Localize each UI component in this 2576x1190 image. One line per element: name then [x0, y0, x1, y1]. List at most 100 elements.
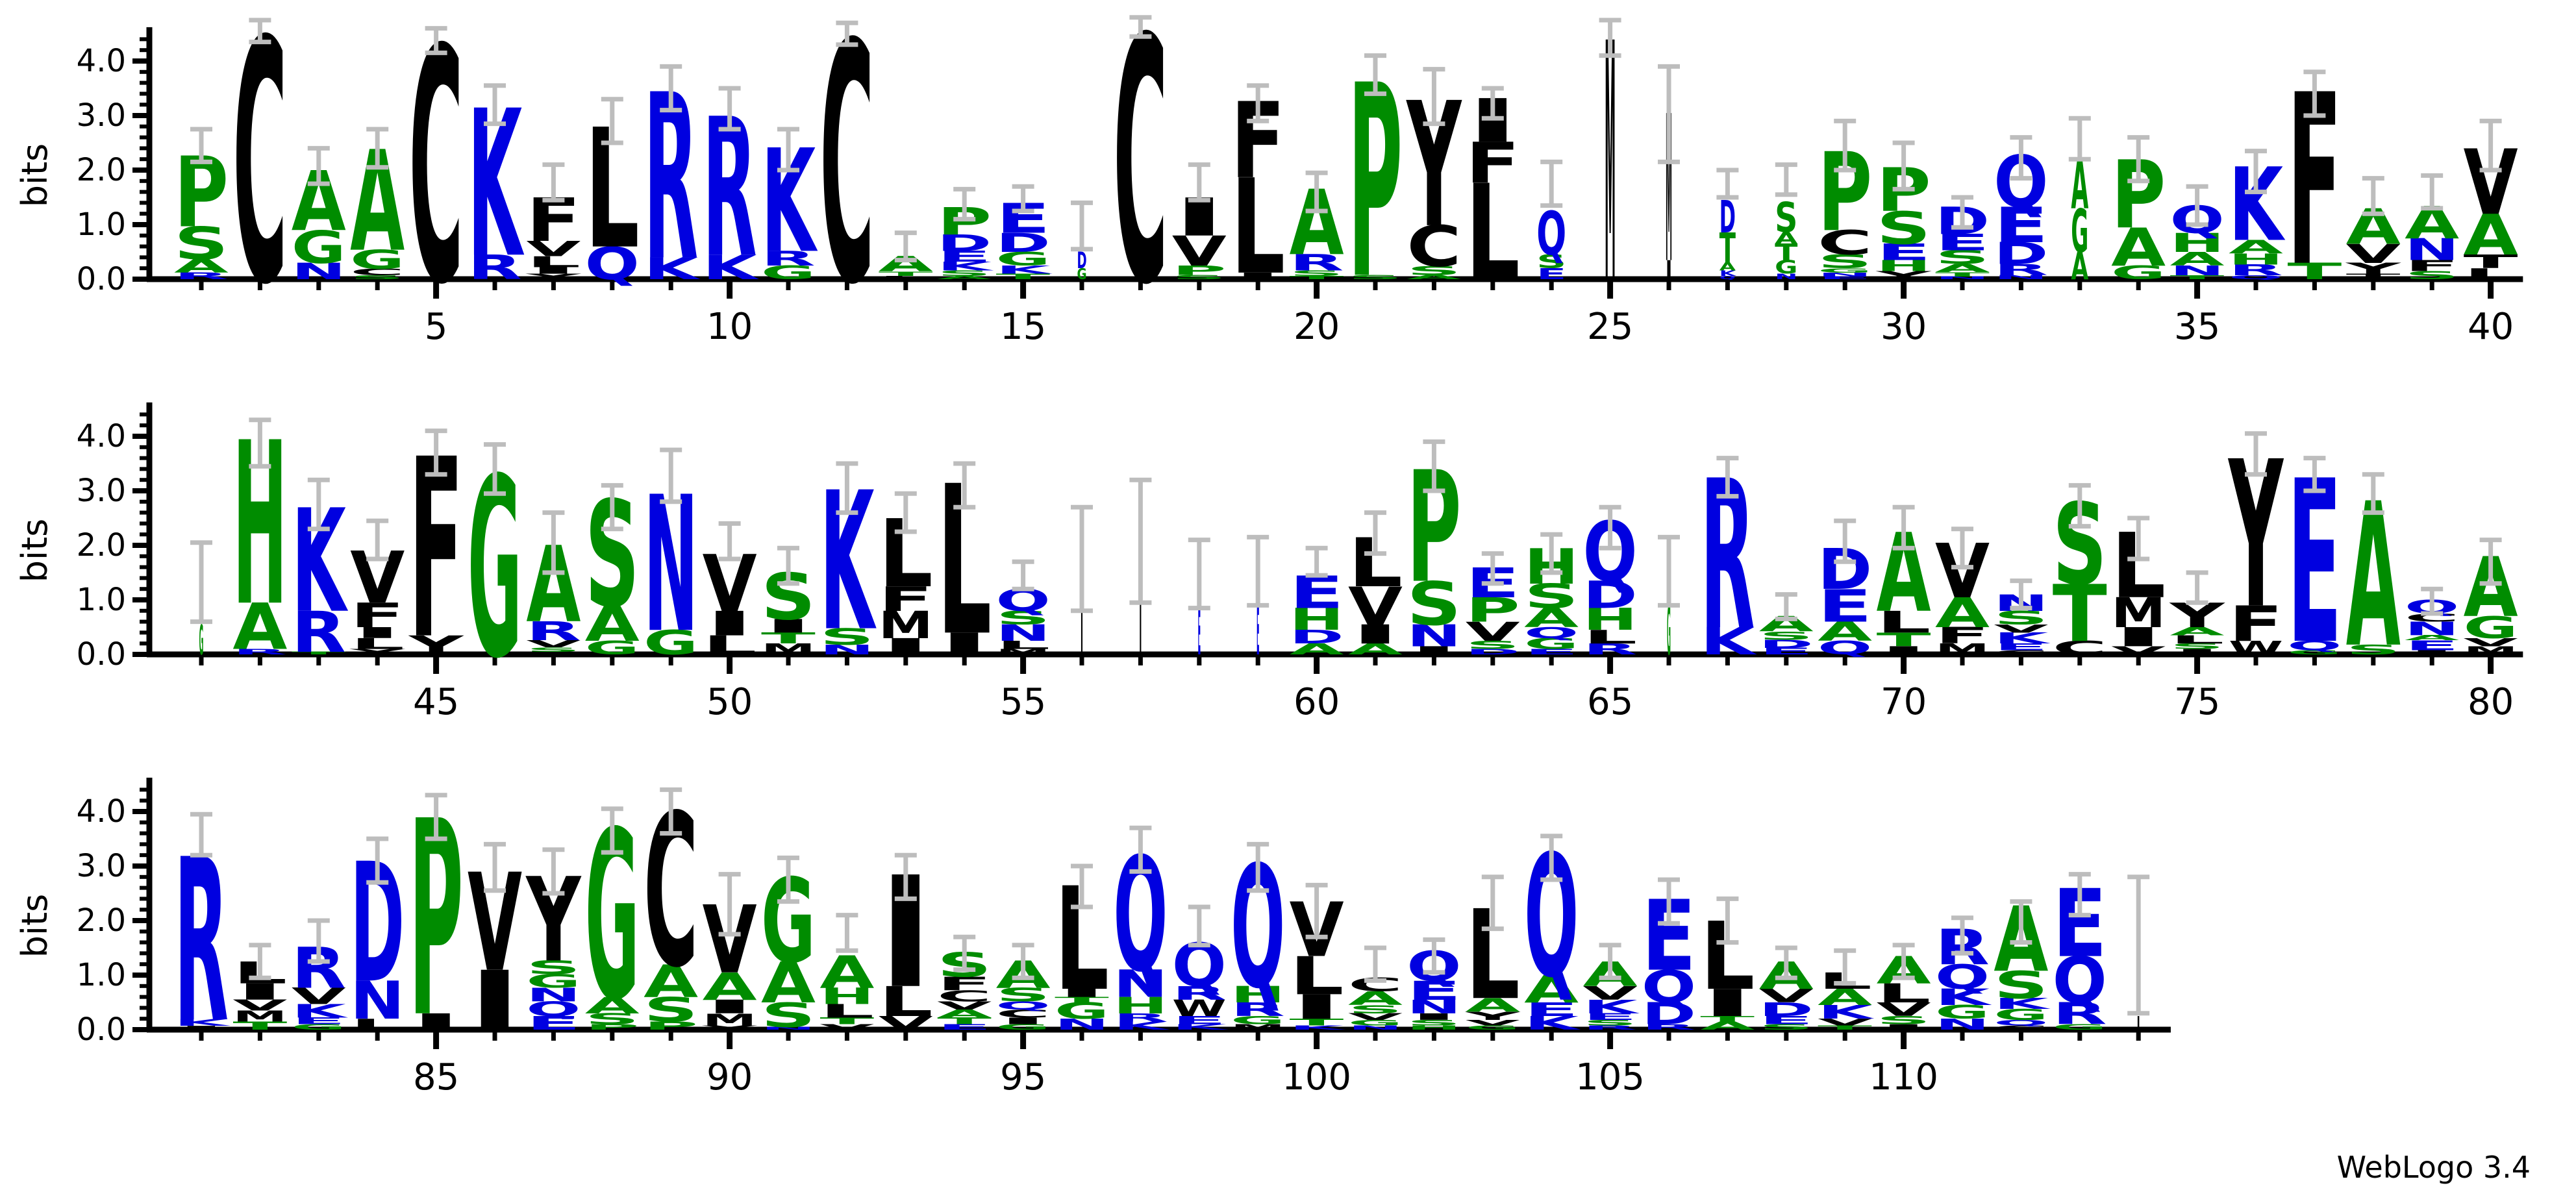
error-bar	[1834, 518, 1857, 564]
logo-letter-C: C	[409, 0, 464, 355]
logo-letter-I: I	[1407, 645, 1461, 658]
logo-letter-D: D	[996, 228, 1051, 258]
logo-stack: IP	[409, 764, 464, 1077]
error-bar	[2068, 483, 2091, 529]
error-bar	[2479, 538, 2502, 586]
error-bar	[1423, 439, 1445, 493]
logo-letter-S: S	[1877, 203, 1931, 254]
logo-letter-S: S	[761, 997, 816, 1035]
logo-letter-V: V	[2464, 636, 2521, 649]
logo-letter-G: G	[1994, 1007, 2048, 1024]
error-bar	[777, 127, 799, 173]
logo-letter-L: L	[1290, 945, 1344, 1006]
logo-letter-I: I	[996, 1017, 1051, 1027]
error-bar	[366, 518, 389, 562]
logo-letter-A: A	[2464, 203, 2518, 268]
logo-letter-E: E	[937, 1023, 993, 1032]
logo-letter-W: W	[2229, 637, 2283, 659]
logo-letter-A: A	[1818, 617, 1872, 647]
logo-letter-S: S	[937, 269, 992, 278]
logo-letter-T: T	[1290, 275, 1347, 280]
logo-letter-E: E	[1994, 197, 2048, 254]
logo-letter-V: V	[1348, 1012, 1404, 1023]
logo-letter-R: R	[526, 616, 581, 647]
logo-letter-L: L	[350, 1017, 406, 1034]
error-bar	[1716, 456, 1739, 499]
logo-letter-I: I	[703, 605, 757, 644]
logo-letter-T: T	[232, 1020, 288, 1033]
error-bar	[1892, 943, 1915, 980]
logo-letter-H: H	[1407, 1024, 1461, 1032]
logo-letter-I: I	[1348, 619, 1403, 650]
logo-letter-A: A	[2170, 248, 2227, 270]
x-tick-label: 75	[2174, 681, 2220, 723]
x-tick-label: 30	[1881, 306, 1927, 348]
logo-letter-Q: Q	[1642, 961, 1696, 1013]
logo-letter-E: E	[1172, 1015, 1227, 1028]
logo-stack: VLI	[879, 844, 935, 1034]
x-tick-label: 60	[1294, 681, 1340, 723]
logo-stack: ESQ	[1536, 199, 1566, 283]
logo-letter-A: A	[1524, 968, 1579, 1011]
error-bar	[1305, 882, 1328, 939]
y-axis-label: bits	[14, 143, 55, 208]
logo-letter-G: G	[996, 1023, 1051, 1032]
logo-letter-E: E	[2405, 638, 2459, 653]
error-bar	[425, 793, 447, 841]
logo-stack: C	[232, 0, 287, 358]
logo-stack: I	[2137, 1012, 2140, 1034]
logo-stack: E	[1257, 593, 1259, 671]
logo-letter-L: L	[1877, 978, 1931, 1009]
y-axis-label: bits	[14, 519, 55, 583]
error-bar	[2303, 69, 2326, 118]
logo-letter-G: G	[2287, 649, 2342, 656]
error-bar	[660, 447, 682, 504]
error-bar	[542, 162, 565, 203]
error-bar	[1951, 915, 1973, 956]
error-bar	[894, 491, 917, 534]
error-bar	[249, 417, 271, 469]
logo-letter-I: I	[1231, 271, 1285, 282]
logo-letter-V: V	[526, 237, 581, 262]
logo-letter-S: S	[2346, 642, 2401, 658]
error-bar	[660, 787, 682, 836]
error-bar	[718, 521, 741, 562]
y-tick-label: 0.0	[77, 636, 126, 673]
logo-letter-K: K	[1818, 1001, 1876, 1023]
y-tick-label: 1.0	[77, 206, 126, 243]
logo-letter-S: S	[1935, 246, 1990, 268]
x-tick-label: 65	[1587, 681, 1633, 723]
error-bar	[2479, 118, 2502, 173]
error-bar	[1305, 545, 1328, 578]
logo-stack: TRK	[292, 479, 348, 665]
logo-letter-I: I	[879, 634, 933, 660]
logo-letter-T: T	[292, 652, 347, 656]
error-bar	[1775, 592, 1797, 621]
error-bar	[1658, 64, 1680, 164]
error-bar	[1481, 86, 1504, 121]
logo-letter-A: A	[585, 596, 640, 652]
logo-letter-M: M	[879, 604, 933, 647]
logo-letter-C: C	[996, 1008, 1051, 1021]
logo-letter-E: E	[1994, 642, 2048, 652]
error-bar	[249, 18, 271, 45]
logo-letter-D: D	[1466, 647, 1520, 656]
error-bar	[1364, 510, 1386, 556]
logo-letter-E: E	[937, 249, 992, 266]
logo-letter-R: R	[1172, 982, 1227, 1004]
error-bar	[2127, 515, 2150, 562]
error-bar	[1540, 159, 1563, 208]
logo-letter-G: G	[996, 248, 1051, 270]
logo-letter-G: G	[350, 245, 405, 275]
logo-letter-T: T	[2053, 569, 2107, 660]
error-bar	[2010, 578, 2032, 611]
y-tick-label: 3.0	[77, 97, 126, 134]
logo-letter-S: S	[1536, 251, 1566, 273]
error-bar	[307, 145, 330, 186]
